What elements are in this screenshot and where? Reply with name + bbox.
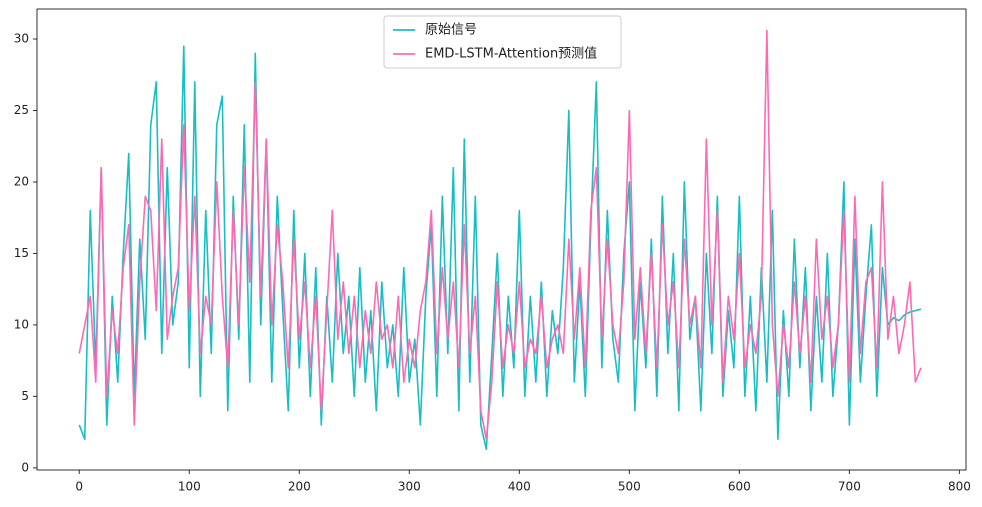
legend-box <box>383 15 622 69</box>
series-line <box>78 29 922 441</box>
plot-area <box>37 9 966 470</box>
y-tick-label: 25 <box>14 103 29 117</box>
y-tick-label: 15 <box>14 246 29 260</box>
y-tick-label: 20 <box>14 174 29 188</box>
x-tick-label: 800 <box>948 480 971 494</box>
x-tick-label: 200 <box>288 480 311 494</box>
y-tick-label: 0 <box>21 460 29 474</box>
axes-frame <box>36 8 967 471</box>
x-tick-label: 700 <box>838 480 861 494</box>
x-tick-label: 600 <box>728 480 751 494</box>
y-tick-label: 30 <box>14 32 29 46</box>
x-tick-label: 0 <box>75 480 83 494</box>
legend: 原始信号 EMD-LSTM-Attention预测值 <box>383 15 622 69</box>
legend-label: EMD-LSTM-Attention预测值 <box>425 46 597 62</box>
x-tick-label: 300 <box>398 480 421 494</box>
y-tick-label: 5 <box>21 389 29 403</box>
y-tick-label: 10 <box>14 317 29 331</box>
x-tick-label: 500 <box>618 480 641 494</box>
legend-label: 原始信号 <box>425 23 477 38</box>
x-tick-label: 400 <box>508 480 531 494</box>
x-tick-label: 100 <box>178 480 201 494</box>
